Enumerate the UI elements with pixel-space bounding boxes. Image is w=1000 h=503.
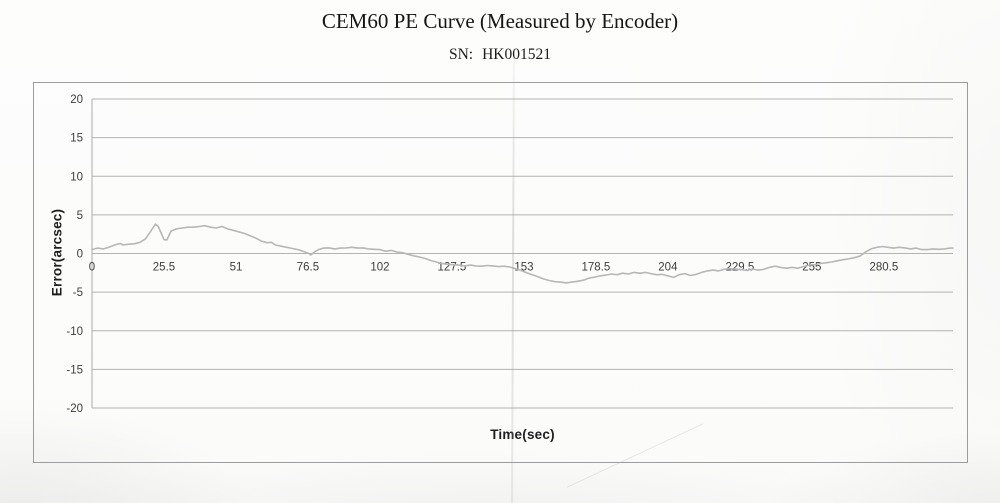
x-tick-labels: 0 25.5 51 76.5 102 127.5 153 178.5 204 229.5 255 28… xyxy=(89,262,898,274)
svg-text:-5: -5 xyxy=(73,287,83,299)
svg-text:5: 5 xyxy=(77,210,83,222)
serial-number-label: SN: xyxy=(448,46,474,63)
x-axis-title: Time(sec) xyxy=(490,427,555,442)
svg-text:0: 0 xyxy=(77,249,83,261)
svg-text:10: 10 xyxy=(70,171,83,183)
svg-text:-15: -15 xyxy=(66,364,83,376)
svg-text:20: 20 xyxy=(70,94,83,106)
serial-number-value: HK001521 xyxy=(482,46,551,63)
svg-text:76.5: 76.5 xyxy=(297,262,319,274)
svg-text:25.5: 25.5 xyxy=(153,262,175,274)
svg-text:204: 204 xyxy=(658,262,678,274)
svg-text:102: 102 xyxy=(370,262,389,274)
y-axis-title: Error(arcsec) xyxy=(49,208,65,297)
pe-curve-line xyxy=(91,223,954,284)
page-title: CEM60 PE Curve (Measured by Encoder) xyxy=(321,9,679,33)
svg-text:178.5: 178.5 xyxy=(582,262,611,274)
svg-text:51: 51 xyxy=(230,262,243,274)
y-tick-labels: 20 15 10 5 0 -5 -10 -15 -20 xyxy=(66,94,83,415)
svg-text:-20: -20 xyxy=(66,403,83,415)
serial-number: SN: HK001521 xyxy=(0,46,1000,64)
chart-outer-border xyxy=(33,82,968,463)
svg-text:-10: -10 xyxy=(66,326,83,338)
svg-text:229.5: 229.5 xyxy=(725,262,754,274)
svg-text:280.5: 280.5 xyxy=(869,262,898,274)
gridlines xyxy=(92,98,953,409)
svg-text:0: 0 xyxy=(89,262,95,274)
svg-text:15: 15 xyxy=(70,133,83,145)
